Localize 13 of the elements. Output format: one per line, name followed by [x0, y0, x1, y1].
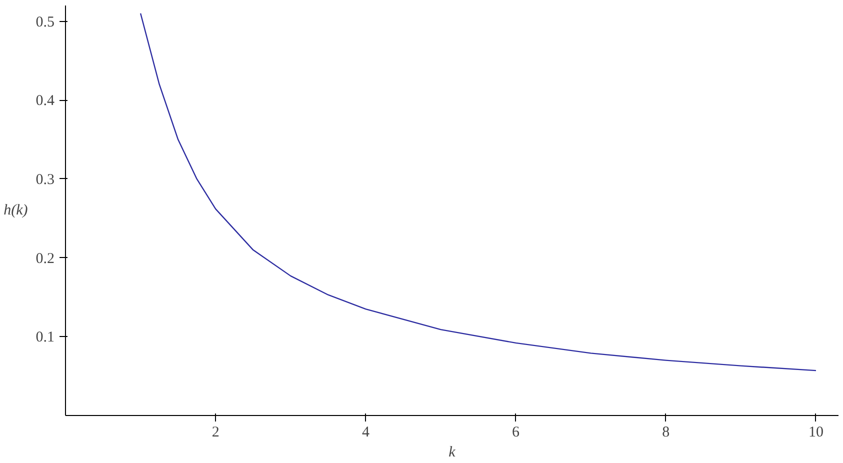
- y-axis-title: h(k): [4, 202, 28, 218]
- y-tick-label: 0.3: [36, 172, 54, 188]
- y-tick-label: 0.1: [36, 330, 54, 346]
- x-axis-title: k: [448, 444, 456, 460]
- x-tick-label: 10: [808, 424, 824, 440]
- y-tick-label: 0.5: [36, 14, 54, 30]
- x-tick-label: 2: [212, 424, 220, 440]
- x-tick-label: 8: [662, 424, 670, 440]
- x-tick-label: 6: [512, 424, 520, 440]
- y-tick-label: 0.4: [36, 93, 55, 110]
- line-series: [140, 12, 817, 372]
- x-tick-label: 4: [362, 424, 370, 440]
- y-tick-label: 0.2: [36, 250, 54, 267]
